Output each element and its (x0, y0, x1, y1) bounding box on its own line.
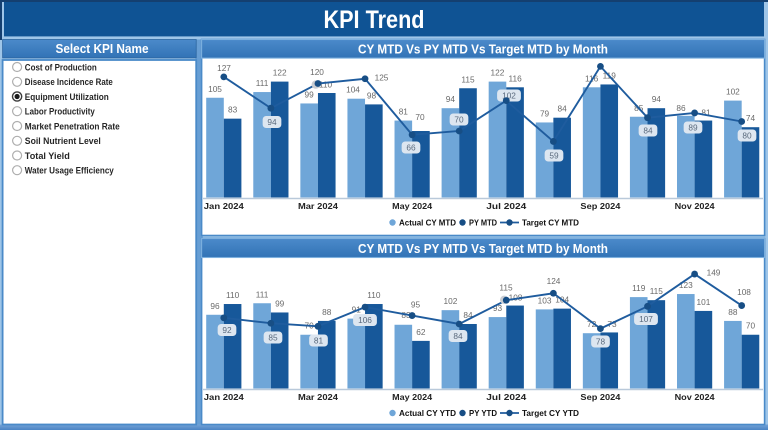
svg-text:111: 111 (256, 78, 269, 88)
svg-text:99: 99 (275, 298, 285, 308)
svg-text:Total Yield: Total Yield (25, 151, 70, 162)
svg-text:115: 115 (650, 286, 664, 296)
svg-text:Nov 2024: Nov 2024 (675, 201, 715, 211)
svg-text:84: 84 (463, 310, 473, 320)
svg-text:81: 81 (314, 336, 324, 346)
svg-text:KPI Trend: KPI Trend (324, 6, 425, 34)
svg-text:85: 85 (268, 333, 278, 343)
svg-text:83: 83 (228, 105, 238, 115)
svg-text:127: 127 (217, 63, 231, 73)
svg-text:Mar 2024: Mar 2024 (298, 201, 338, 211)
svg-text:88: 88 (728, 307, 738, 317)
svg-text:123: 123 (679, 280, 693, 290)
svg-text:81: 81 (701, 108, 711, 118)
svg-text:94: 94 (446, 94, 456, 104)
svg-text:72: 72 (587, 319, 597, 329)
svg-text:Equipment Utilization: Equipment Utilization (25, 92, 109, 103)
svg-text:84: 84 (643, 126, 653, 136)
svg-text:116: 116 (585, 73, 599, 83)
svg-text:81: 81 (399, 107, 409, 117)
svg-text:May 2024: May 2024 (392, 201, 432, 211)
svg-text:95: 95 (411, 300, 421, 310)
svg-text:93: 93 (493, 303, 503, 313)
svg-text:79: 79 (540, 108, 550, 118)
svg-text:70: 70 (746, 321, 756, 331)
svg-text:105: 105 (208, 84, 222, 94)
svg-text:Jul 2024: Jul 2024 (486, 201, 526, 211)
svg-text:Actual CY MTD: Actual CY MTD (399, 218, 456, 228)
svg-text:94: 94 (267, 117, 277, 127)
svg-text:Target CY MTD: Target CY MTD (522, 218, 579, 228)
svg-text:Jan 2024: Jan 2024 (204, 392, 244, 402)
svg-text:119: 119 (632, 283, 646, 293)
svg-text:Actual CY YTD: Actual CY YTD (399, 408, 456, 418)
svg-text:108: 108 (737, 287, 751, 297)
svg-text:103: 103 (538, 295, 552, 305)
svg-text:Sep 2024: Sep 2024 (580, 201, 620, 211)
svg-text:108: 108 (509, 293, 523, 303)
svg-text:96: 96 (210, 301, 220, 311)
svg-text:102: 102 (443, 296, 457, 306)
svg-text:122: 122 (491, 68, 505, 78)
svg-text:80: 80 (742, 131, 752, 141)
svg-text:101: 101 (696, 297, 710, 307)
svg-text:88: 88 (322, 307, 332, 317)
svg-text:110: 110 (367, 290, 381, 300)
svg-text:74: 74 (746, 113, 756, 123)
svg-text:104: 104 (346, 85, 360, 95)
svg-text:PY MTD: PY MTD (469, 218, 497, 228)
svg-text:149: 149 (707, 268, 721, 278)
svg-text:May 2024: May 2024 (392, 392, 432, 402)
svg-text:PY YTD: PY YTD (469, 408, 497, 418)
svg-text:125: 125 (375, 73, 389, 83)
svg-text:124: 124 (547, 276, 561, 286)
svg-text:122: 122 (273, 68, 287, 78)
svg-text:Jan 2024: Jan 2024 (204, 201, 244, 211)
svg-text:92: 92 (222, 325, 232, 335)
svg-text:Sep 2024: Sep 2024 (580, 392, 620, 402)
svg-text:59: 59 (549, 151, 559, 161)
svg-text:Soil Nutrient Level: Soil Nutrient Level (25, 136, 101, 147)
svg-text:Nov 2024: Nov 2024 (675, 392, 715, 402)
svg-text:120: 120 (310, 67, 324, 77)
svg-text:Market Penetration Rate: Market Penetration Rate (25, 121, 120, 132)
svg-text:Jul 2024: Jul 2024 (486, 392, 526, 402)
svg-text:98: 98 (367, 90, 377, 100)
svg-text:99: 99 (305, 89, 315, 99)
svg-text:84: 84 (558, 104, 568, 114)
svg-text:86: 86 (676, 103, 686, 113)
svg-text:Cost of Production: Cost of Production (25, 62, 97, 73)
svg-text:89: 89 (688, 123, 698, 133)
svg-text:110: 110 (319, 80, 333, 90)
svg-text:84: 84 (453, 331, 463, 341)
svg-text:115: 115 (499, 283, 513, 293)
svg-text:78: 78 (596, 337, 606, 347)
svg-text:110: 110 (226, 290, 240, 300)
svg-text:Target CY YTD: Target CY YTD (522, 408, 579, 418)
svg-text:94: 94 (652, 94, 662, 104)
svg-text:70: 70 (415, 112, 425, 122)
svg-text:66: 66 (406, 143, 416, 153)
svg-text:111: 111 (256, 289, 269, 299)
svg-text:62: 62 (416, 327, 426, 337)
svg-text:70: 70 (454, 115, 464, 125)
svg-text:Select KPI Name: Select KPI Name (56, 41, 149, 56)
svg-text:116: 116 (508, 73, 522, 83)
svg-text:Water Usage Efficiency: Water Usage Efficiency (25, 166, 115, 177)
svg-text:Mar 2024: Mar 2024 (298, 392, 338, 402)
svg-text:CY MTD Vs PY MTD Vs Target MTD: CY MTD Vs PY MTD Vs Target MTD by Month (358, 43, 608, 57)
svg-text:107: 107 (639, 314, 653, 324)
svg-text:106: 106 (358, 315, 372, 325)
svg-text:CY MTD Vs PY MTD Vs Target MTD: CY MTD Vs PY MTD Vs Target MTD by Month (358, 242, 608, 256)
svg-text:Labor Productivity: Labor Productivity (25, 107, 96, 118)
svg-text:102: 102 (502, 91, 516, 101)
svg-text:115: 115 (461, 74, 475, 84)
svg-text:102: 102 (726, 87, 740, 97)
svg-text:Disease Incidence Rate: Disease Incidence Rate (25, 77, 113, 88)
